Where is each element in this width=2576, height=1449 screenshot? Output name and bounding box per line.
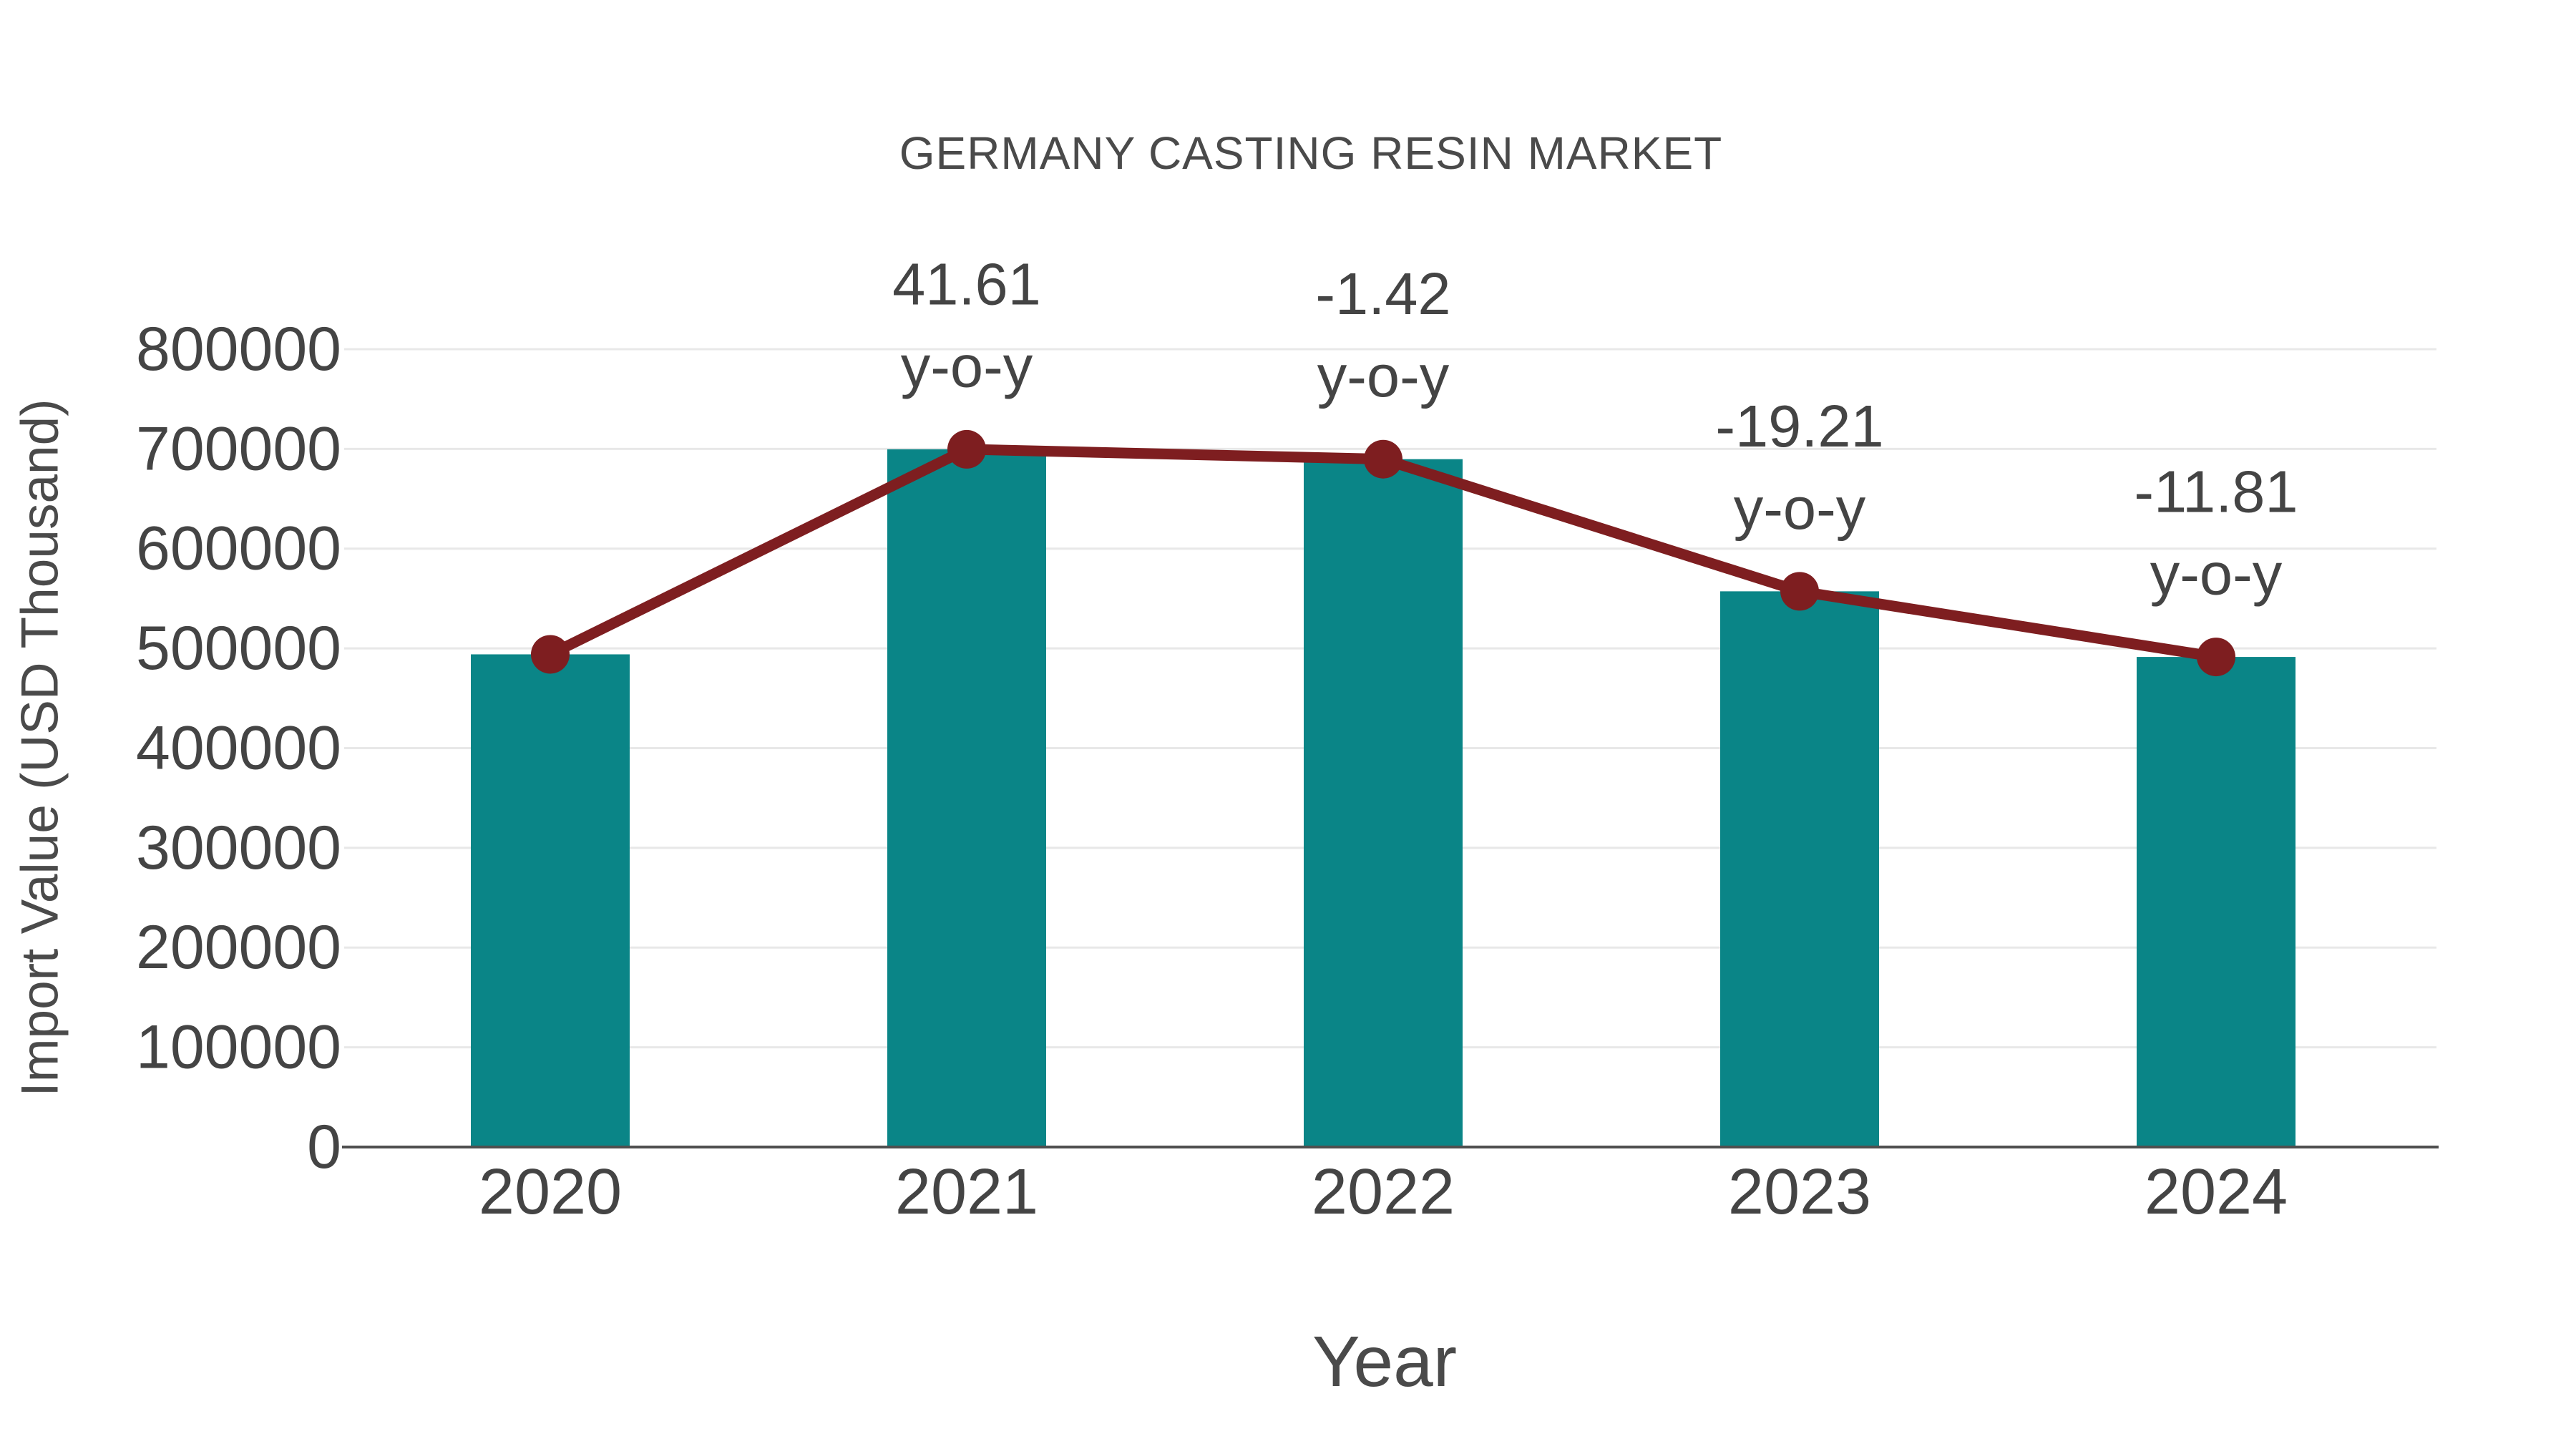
y-tick-label-0: 0 (307, 1113, 341, 1181)
marker-2021 (947, 429, 986, 469)
annotation-value-2023: -19.21 (1715, 393, 1883, 459)
x-tick-label-2020: 2020 (479, 1156, 622, 1228)
y-tick-label-200000: 200000 (136, 913, 341, 982)
annotation-value-2024: -11.81 (2134, 459, 2298, 525)
x-tick-label-2023: 2023 (1728, 1156, 1871, 1228)
marker-2024 (2197, 638, 2235, 677)
annotation-yoy-2022: y-o-y (1317, 343, 1450, 409)
y-tick-label-500000: 500000 (136, 614, 341, 683)
y-tick-label-300000: 300000 (136, 814, 341, 882)
annotation-value-2022: -1.42 (1315, 260, 1450, 327)
x-tick-label-2021: 2021 (895, 1156, 1038, 1228)
annotation-yoy-2021: y-o-y (901, 333, 1033, 399)
marker-2022 (1364, 439, 1402, 479)
bar-2022 (1304, 459, 1463, 1148)
y-tick-label-400000: 400000 (136, 713, 341, 782)
y-tick-label-600000: 600000 (136, 514, 341, 583)
annotation-yoy-2024: y-o-y (2150, 541, 2283, 608)
y-tick-label-700000: 700000 (136, 414, 341, 483)
marker-2020 (531, 635, 570, 674)
bar-2024 (2137, 657, 2296, 1148)
chart-title: GERMANY CASTING RESIN MARKET (899, 127, 1723, 179)
x-axis-title: Year (1312, 1322, 1458, 1402)
marker-2023 (1780, 572, 1819, 611)
x-tick-label-2022: 2022 (1312, 1156, 1455, 1228)
annotation-yoy-2023: y-o-y (1734, 475, 1866, 542)
y-tick-label-100000: 100000 (136, 1013, 341, 1082)
y-tick-label-800000: 800000 (136, 315, 341, 384)
annotation-value-2021: 41.61 (892, 250, 1041, 317)
x-tick-label-2024: 2024 (2145, 1156, 2288, 1228)
bar-2020 (471, 654, 630, 1148)
bar-2023 (1720, 591, 1879, 1148)
bar-2021 (887, 449, 1046, 1148)
